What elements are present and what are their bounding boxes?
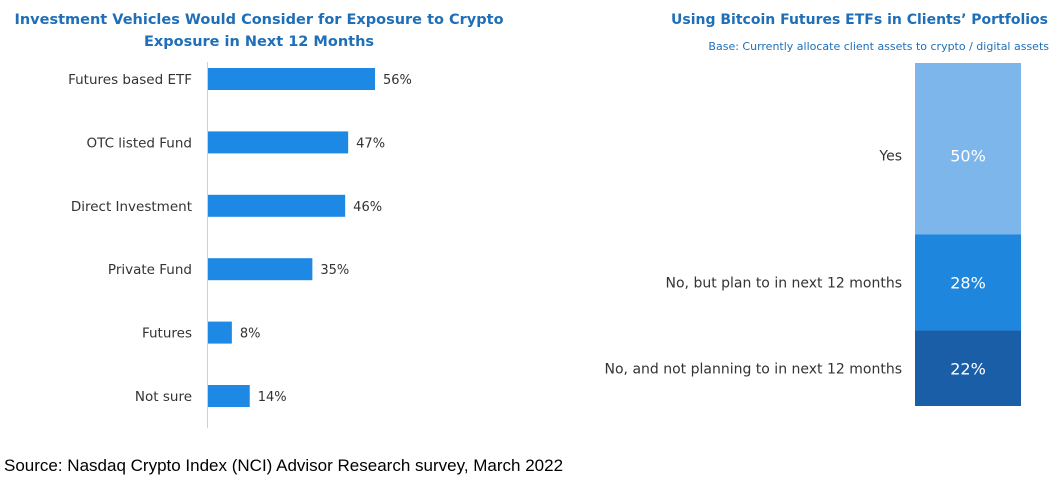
left-value-label: 8%: [240, 327, 261, 342]
left-chart-bars: Futures based ETF 56% OTC listed Fund 47% Di…: [68, 68, 412, 407]
right-chart-subtitle: Base: Currently allocate client assets t…: [708, 40, 1049, 53]
left-value-label: 14%: [258, 390, 287, 405]
left-category-label: Not sure: [135, 389, 192, 405]
left-value-label: 47%: [356, 136, 385, 151]
left-chart-title-line-2: Exposure in Next 12 Months: [144, 34, 374, 50]
right-segment: [915, 330, 1021, 406]
left-category-label: Futures based ETF: [68, 72, 192, 88]
left-bar: [208, 131, 349, 154]
right-segment: [915, 234, 1021, 331]
right-category-label: Yes: [878, 149, 902, 165]
left-bar: [208, 258, 313, 281]
right-segment-value: 28%: [950, 274, 986, 293]
left-category-label: Direct Investment: [71, 199, 192, 215]
left-bar: [208, 385, 250, 407]
right-stacked-chart: Using Bitcoin Futures ETFs in Clients’ P…: [605, 12, 1049, 406]
right-category-label: No, and not planning to in next 12 month…: [605, 361, 903, 377]
source-note: Source: Nasdaq Crypto Index (NCI) Adviso…: [4, 456, 564, 475]
left-category-label: Futures: [142, 326, 192, 342]
right-chart-segments: 50% Yes 28% No, but plan to in next 12 mont…: [605, 63, 1021, 406]
left-value-label: 56%: [383, 73, 412, 88]
left-bar: [208, 194, 346, 217]
left-bar: [208, 68, 375, 90]
left-bar-chart: Investment Vehicles Would Consider for E…: [14, 12, 504, 428]
left-category-label: Private Fund: [108, 262, 192, 278]
right-segment-value: 22%: [950, 359, 986, 378]
right-segment: [915, 63, 1021, 235]
left-category-label: OTC listed Fund: [86, 135, 192, 151]
right-segment-value: 50%: [950, 147, 986, 166]
left-value-label: 46%: [353, 200, 382, 215]
left-chart-title-line-1: Investment Vehicles Would Consider for E…: [14, 12, 503, 28]
right-chart-title: Using Bitcoin Futures ETFs in Clients’ P…: [671, 12, 1048, 28]
left-bar: [208, 321, 232, 344]
right-category-label: No, but plan to in next 12 months: [666, 276, 903, 292]
left-value-label: 35%: [320, 263, 349, 278]
